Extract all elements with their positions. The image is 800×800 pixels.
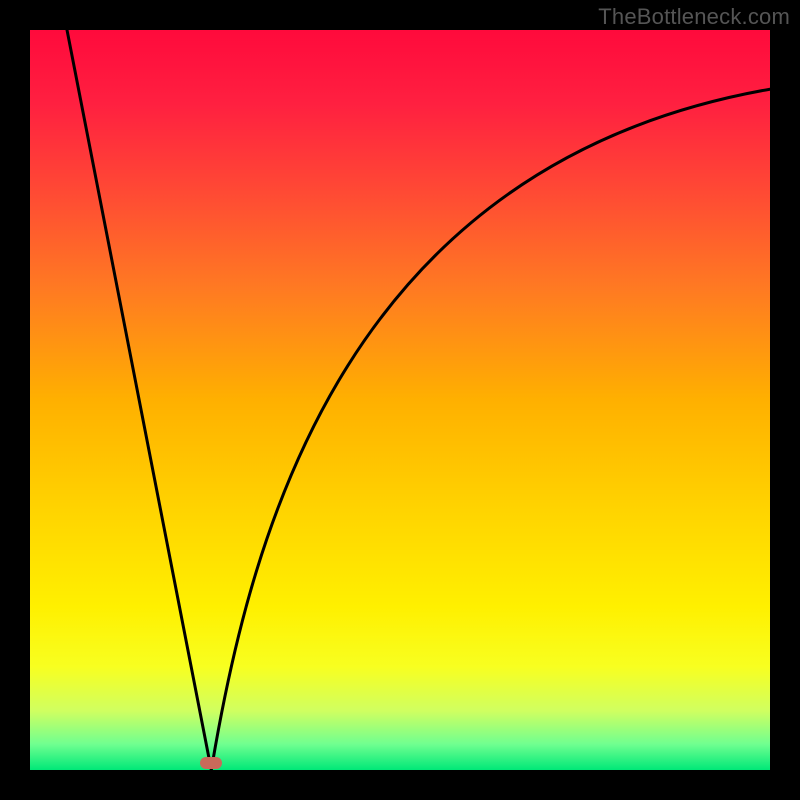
- bottleneck-curve: [30, 30, 770, 770]
- curve-path: [67, 30, 770, 770]
- chart-stage: TheBottleneck.com: [0, 0, 800, 800]
- valley-marker: [200, 757, 222, 769]
- plot-frame: [0, 0, 800, 800]
- watermark-text: TheBottleneck.com: [598, 4, 790, 30]
